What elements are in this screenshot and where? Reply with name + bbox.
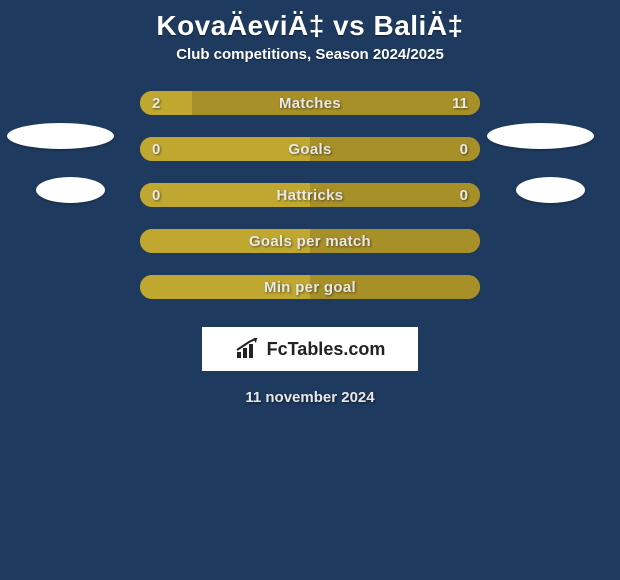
team-oval [7,123,114,149]
date-label: 11 november 2024 [0,389,620,406]
bar-right-value: 0 [460,183,468,207]
page-subtitle: Club competitions, Season 2024/2025 [0,46,620,91]
team-oval [36,177,105,203]
stat-bar: Min per goal [140,275,480,299]
stat-bar: Hattricks0 0 [140,183,480,207]
stat-bar: Matches2 11 [140,91,480,115]
bar-label: Goals [140,137,480,161]
bar-right-value: 0 [460,137,468,161]
bar-label: Goals per match [140,229,480,253]
bar-label: Matches [140,91,480,115]
bar-left-value: 0 [152,183,160,207]
bar-left-value: 2 [152,91,160,115]
stat-bar: Goals per match [140,229,480,253]
bar-left-value: 0 [152,137,160,161]
chart-icon [235,338,261,360]
team-oval [516,177,585,203]
bar-right-value: 11 [452,91,468,115]
comparison-bars: Matches211Goals00Hattricks00Goals per ma… [140,91,480,299]
logo-text: FcTables.com [267,339,386,360]
page-title: KovaÄeviÄ‡ vs BaliÄ‡ [0,0,620,46]
stat-bar: Goals0 0 [140,137,480,161]
bar-label: Min per goal [140,275,480,299]
team-oval [487,123,594,149]
site-logo: FcTables.com [202,327,418,371]
bar-label: Hattricks [140,183,480,207]
